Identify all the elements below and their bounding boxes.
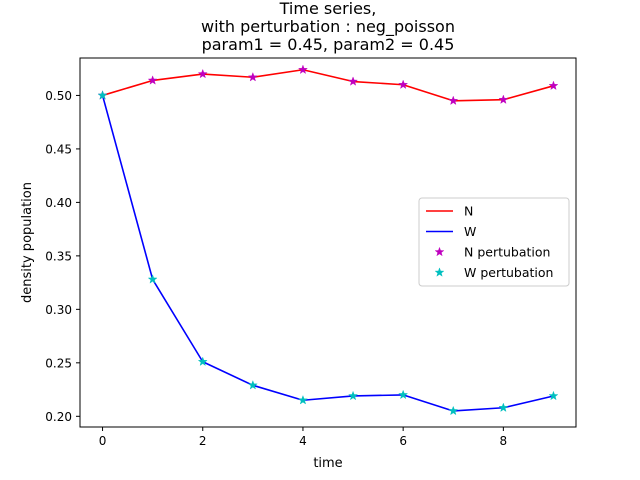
- series-line-W: [101, 95, 554, 412]
- plot-area-frame: [79, 57, 577, 428]
- data-point-star: [197, 356, 208, 366]
- x-tick-label: 2: [199, 434, 207, 448]
- data-point-star: [298, 395, 308, 405]
- y-axis-label: density population: [20, 182, 35, 303]
- series-line-N: [102, 68, 554, 102]
- data-point-star: [498, 94, 509, 104]
- data-point-star: [548, 80, 559, 91]
- data-point-star: [448, 95, 459, 105]
- y-tick-label: 0.25: [45, 356, 72, 370]
- y-tick-label: 0.50: [45, 89, 72, 103]
- data-point-star: [348, 390, 358, 401]
- y-tick-label: 0.35: [45, 249, 72, 263]
- legend: NW N pertubation W pertubation: [418, 197, 570, 287]
- data-point-star: [398, 389, 409, 400]
- title-line: Time series,: [279, 0, 377, 18]
- x-axis-label: time: [313, 456, 342, 471]
- data-point-star: [197, 68, 208, 79]
- legend-entry-label: W pertubation: [464, 265, 553, 280]
- title-line: param1 = 0.45, param2 = 0.45: [202, 35, 455, 54]
- x-tick-label: 4: [299, 434, 307, 448]
- title-line: with perturbation : neg_poisson: [201, 17, 455, 37]
- legend-entry-label: N pertubation: [464, 245, 550, 260]
- legend-swatch-star: [434, 267, 445, 277]
- y-tick-label: 0.40: [45, 196, 72, 210]
- data-point-star: [147, 274, 158, 284]
- legend-box: [418, 197, 570, 287]
- data-point-star: [348, 76, 358, 86]
- y-tick-label: 0.45: [45, 142, 72, 156]
- x-tick-label: 6: [399, 434, 407, 448]
- x-tick-label: 0: [99, 434, 107, 448]
- x-axis-ticks: 0 2 4 6 8: [99, 427, 507, 448]
- data-point-star: [247, 380, 258, 390]
- legend-entry-label: W: [464, 224, 476, 239]
- data-point-star: [398, 79, 409, 89]
- data-point-star: [147, 75, 158, 85]
- y-axis-ticks: 0.20 0.25 0.30 0.35 0.40 0.45 0.50: [45, 89, 80, 424]
- data-point-star: [247, 72, 258, 82]
- x-tick-label: 8: [500, 434, 508, 448]
- data-point-star: [97, 90, 108, 100]
- chart-title: Time series,with perturbation : neg_pois…: [201, 0, 455, 54]
- data-point-star: [298, 64, 308, 74]
- data-point-star: [448, 405, 459, 416]
- y-tick-label: 0.30: [45, 303, 72, 317]
- data-point-star: [498, 402, 509, 412]
- series-layer: [97, 64, 559, 416]
- y-tick-label: 0.20: [45, 410, 72, 424]
- legend-entry-label: N: [464, 204, 473, 219]
- data-point-star: [548, 390, 559, 401]
- legend-swatch-star: [434, 246, 445, 257]
